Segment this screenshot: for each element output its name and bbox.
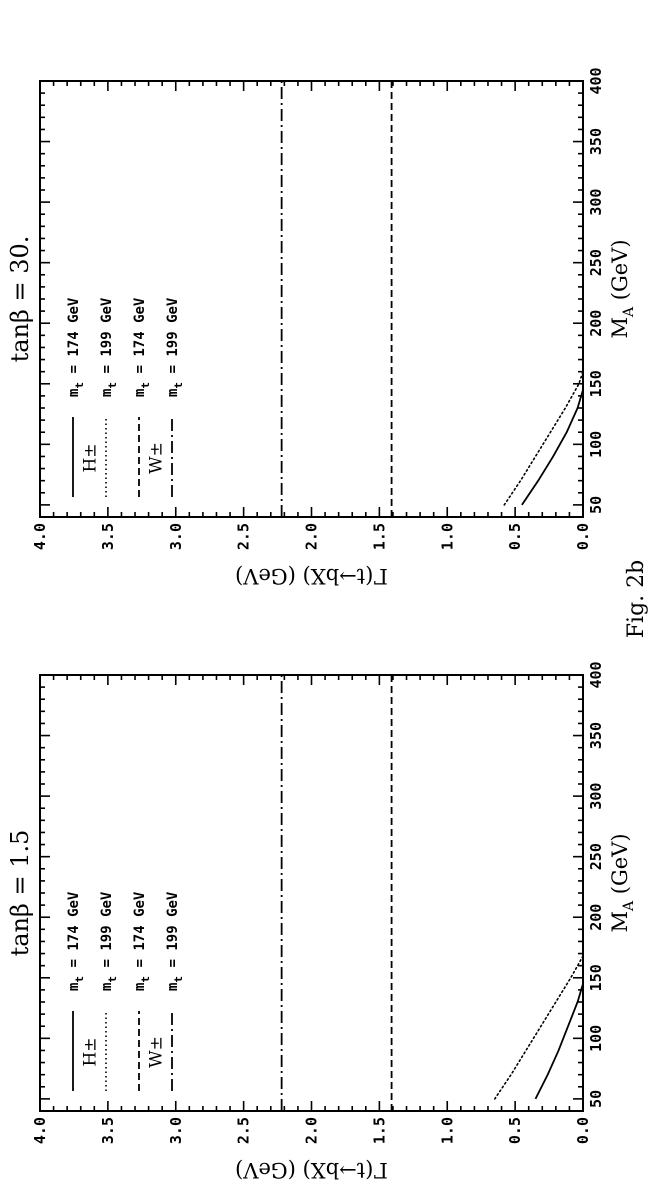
y-tick-label: 2.5 [235,523,253,550]
y-tick-label: 2.5 [235,1117,253,1144]
legend-entry-label: mt = 199 GeV [165,297,185,397]
x-axis-label: MA (GeV) [608,239,637,338]
legend-entry-label: mt = 199 GeV [99,297,119,397]
series-line-solid [534,983,584,1100]
legend-group-symbol: H± [81,1037,101,1066]
x-tick-label: 150 [587,370,605,397]
y-tick-label: 2.0 [303,523,321,550]
x-tick-label: 150 [587,964,605,991]
legend-entry-label: mt = 174 GeV [66,297,86,397]
y-tick-label: 1.5 [370,1117,388,1144]
legend-entry-label: mt = 199 GeV [99,891,119,991]
x-tick-label: 200 [587,904,605,931]
x-tick-label: 100 [587,431,605,458]
plot-frame [39,674,584,1112]
x-tick-label: 400 [587,661,605,688]
legend-entry-label: mt = 174 GeV [66,891,86,991]
chart-title: tanβ = 1.5 [6,830,34,957]
x-tick-label: 350 [587,722,605,749]
legend-symbol-bg [143,441,166,475]
x-tick-label: 300 [587,189,605,216]
x-tick-label: 250 [587,249,605,276]
y-tick-label: 1.0 [438,523,456,550]
y-tick-label: 4.0 [31,1117,49,1144]
x-tick-label: 50 [587,496,605,514]
x-tick-label: 250 [587,843,605,870]
y-tick-label: 3.0 [167,523,185,550]
legend-symbol-bg [77,441,100,475]
legend-group-symbol: W± [147,1036,167,1068]
plot-frame [39,80,584,518]
x-tick-label: 100 [587,1025,605,1052]
x-tick-label: 200 [587,310,605,337]
y-tick-label: 0.5 [506,523,524,550]
panel-1: tanβ = 1.5 50 100 150 200 250 300 350 400 0.0 0.5 1… [6,661,637,1182]
x-axis-label: MA (GeV) [608,833,637,932]
x-tick-label: 400 [587,67,605,94]
y-tick-label: 3.0 [167,1117,185,1144]
y-tick-label: 4.0 [31,523,49,550]
chart-title: tanβ = 30. [6,236,34,363]
x-tick-label: 300 [587,783,605,810]
figure-label: Fig. 2b [624,560,649,638]
x-tick-label: 350 [587,128,605,155]
legend-symbol-bg [77,1035,100,1069]
y-tick-label: 3.5 [99,523,117,550]
panel-2: tanβ = 30. 50 100 150 200 250 300 350 400 0.0 0.5 1… [6,67,637,588]
legend-group-symbol: H± [81,443,101,472]
y-tick-label: 3.5 [99,1117,117,1144]
legend-entry-label: mt = 199 GeV [165,891,185,991]
x-tick-label: 50 [587,1090,605,1108]
y-tick-label: 0.0 [574,523,592,550]
y-axis-label: Γ(t→bX) (GeV) [235,1158,388,1182]
y-tick-label: 2.0 [303,1117,321,1144]
legend-symbol-bg [143,1035,166,1069]
series-line-solid [521,389,584,506]
y-tick-label: 1.5 [370,523,388,550]
series-line-dotted [503,370,584,506]
legend-entry-label: mt = 174 GeV [132,297,152,397]
y-tick-label: 0.5 [506,1117,524,1144]
legend-entry-label: mt = 174 GeV [132,891,152,991]
legend-group-symbol: W± [147,442,167,474]
series-line-dotted [493,955,584,1100]
y-tick-label: 0.0 [574,1117,592,1144]
y-tick-label: 1.0 [438,1117,456,1144]
y-axis-label: Γ(t→bX) (GeV) [235,564,388,588]
